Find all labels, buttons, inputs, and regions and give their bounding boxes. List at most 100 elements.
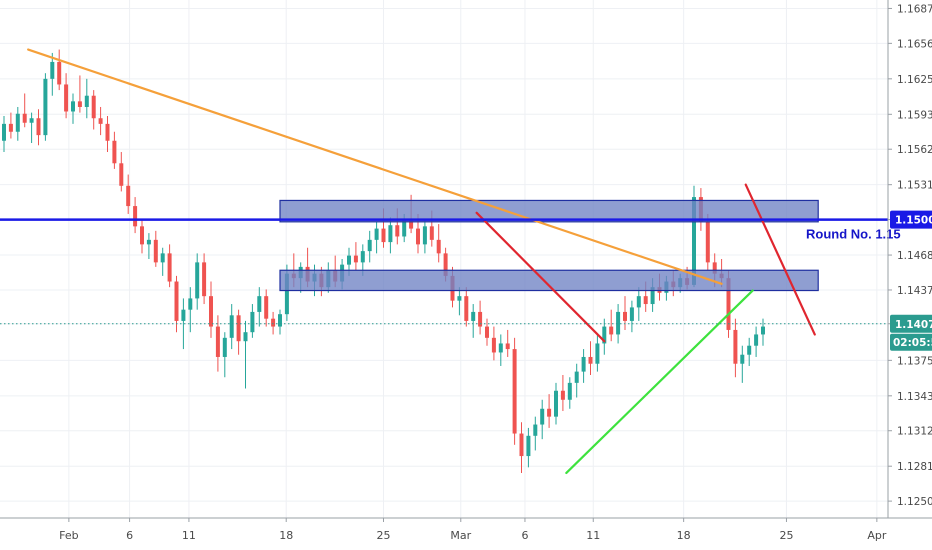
y-tick-label: 1.15625 [897, 144, 932, 156]
candle-down [478, 311, 483, 327]
candle-down [57, 61, 62, 85]
candle-up [422, 226, 427, 245]
trendlines [27, 48, 816, 475]
candle-up [740, 354, 745, 364]
green-uptrend [565, 289, 754, 475]
y-tick-label: 1.16875 [897, 3, 932, 15]
candle-up [181, 309, 186, 321]
countdown-badge [890, 333, 932, 351]
candle-up [554, 390, 558, 417]
round-number-label: Round No. 1.15 [806, 227, 901, 242]
candle-up [84, 95, 89, 107]
y-tick-label: 1.15310 [897, 180, 932, 192]
candle-up [471, 311, 476, 321]
time-axis[interactable]: Feb 6 11 18 25 Mar 6 11 18 25 Apr [0, 517, 932, 542]
lower-support-zone [279, 269, 819, 292]
candle-up [50, 61, 55, 79]
candle-down [733, 329, 738, 364]
candle-up [595, 343, 600, 364]
candle-down [167, 253, 172, 282]
candle-up [540, 408, 545, 425]
y-tick-label: 1.14685 [897, 250, 932, 262]
candle-down [91, 95, 96, 119]
candle-up [222, 337, 227, 357]
candle-up [243, 332, 248, 342]
candle-up [402, 219, 407, 237]
candle-up [498, 343, 503, 353]
candle-down [174, 281, 179, 321]
y-tick-label: 1.12810 [897, 461, 932, 473]
round-price-badge-text: 1.15000 [895, 215, 932, 227]
candle-up [388, 225, 393, 243]
candle-down [491, 337, 496, 353]
candle-up [761, 326, 765, 335]
candle-down [126, 185, 131, 207]
candle-down [64, 84, 69, 112]
candle-down [623, 311, 627, 321]
candle-down [505, 343, 510, 350]
candle-down [119, 163, 124, 186]
candle-up [250, 311, 255, 333]
y-tick-label: 1.16250 [897, 74, 932, 86]
candle-up [229, 315, 234, 338]
candle-down [112, 140, 117, 164]
candle-up [284, 273, 289, 315]
x-tick-label: 25 [779, 529, 793, 542]
candle-up [616, 311, 621, 335]
candle-up [188, 298, 193, 310]
candle-up [650, 287, 655, 305]
candle-up [602, 326, 607, 344]
candle-down [22, 113, 27, 123]
x-tick-label: 6 [126, 529, 133, 542]
candle-down [464, 296, 469, 321]
x-tick-label: Mar [450, 529, 471, 542]
candle-up [374, 228, 379, 240]
candle-down [705, 221, 710, 263]
candle-up [574, 371, 579, 383]
candle-up [526, 435, 531, 457]
x-tick-label: Apr [867, 529, 887, 542]
candle-up [278, 314, 282, 327]
candle-down [215, 326, 220, 357]
last-price-badge [890, 314, 932, 333]
zones [279, 199, 819, 292]
candle-up [360, 251, 365, 263]
candle-down [140, 226, 144, 245]
orange-downtrend [27, 48, 723, 285]
candle-down [264, 296, 269, 319]
candle-down [98, 118, 103, 124]
candle-up [195, 262, 200, 299]
y-tick-label: 1.16565 [897, 38, 932, 50]
candle-up [43, 78, 48, 136]
candle-down [643, 296, 648, 305]
x-tick-label: 25 [377, 529, 391, 542]
y-tick-label: 1.14375 [897, 285, 932, 297]
round-price-badge [890, 210, 932, 229]
candle-up [747, 345, 752, 355]
candle-down [512, 349, 517, 434]
red-march-decline [475, 211, 606, 343]
candle-up [567, 382, 572, 400]
x-tick-label: 6 [521, 529, 528, 542]
candle-up [636, 296, 641, 308]
candle-down [236, 315, 241, 342]
candlestick-series [2, 49, 765, 473]
upper-resistance-zone [279, 199, 819, 223]
candle-down [153, 239, 158, 263]
x-tick-label: 18 [677, 529, 691, 542]
candle-up [71, 101, 75, 112]
candle-down [436, 239, 441, 254]
candle-up [754, 334, 759, 346]
candle-down [202, 262, 207, 297]
candle-up [533, 424, 538, 436]
candle-down [560, 390, 565, 400]
candle-up [15, 113, 20, 132]
candle-up [457, 296, 462, 301]
candle-down [443, 253, 448, 276]
candle-up [367, 239, 372, 252]
candle-up [629, 307, 634, 321]
candle-down [77, 101, 82, 107]
candle-up [160, 253, 165, 263]
price-axis[interactable]: 1.16875 1.16565 1.16250 1.15935 1.15625 1.153… [887, 0, 932, 518]
